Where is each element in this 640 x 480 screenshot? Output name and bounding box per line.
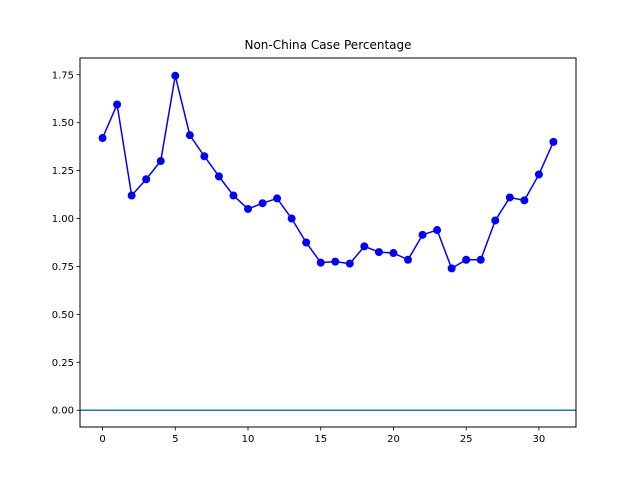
- x-tick-label: 5: [172, 434, 178, 445]
- x-tick-label: 10: [242, 434, 255, 445]
- data-point: [316, 258, 325, 267]
- plot-frame: [79, 57, 577, 428]
- y-tick-label: 1.25: [52, 166, 74, 177]
- data-point: [549, 137, 558, 146]
- y-tick-label: 0.25: [52, 358, 74, 369]
- data-point: [520, 196, 529, 205]
- data-point: [98, 134, 107, 143]
- data-point: [360, 242, 369, 251]
- y-tick-label: 0.50: [52, 310, 74, 321]
- y-tick-label: 0.75: [52, 262, 74, 273]
- data-point: [214, 172, 223, 181]
- data-point: [156, 157, 165, 166]
- axes-layer: 0 5 10 15 20 25 30 0.00 0.25 0.50 0.75 1.00 1.25 1.50…: [52, 70, 546, 445]
- data-point: [171, 71, 180, 80]
- series-layer: [98, 71, 558, 273]
- y-tick-label: 1.75: [52, 70, 74, 81]
- data-point: [244, 204, 252, 213]
- data-point: [404, 255, 412, 264]
- data-point: [273, 194, 282, 203]
- x-tick-label: 15: [314, 434, 327, 445]
- y-tick-label: 1.50: [52, 118, 74, 129]
- data-point: [287, 214, 296, 223]
- data-point: [142, 175, 151, 184]
- data-point: [418, 230, 427, 239]
- y-tick-label: 1.00: [52, 214, 74, 225]
- data-point: [113, 100, 122, 109]
- data-point: [345, 259, 354, 268]
- x-tick-label: 25: [460, 434, 473, 445]
- data-point: [476, 255, 485, 264]
- data-point: [447, 264, 456, 273]
- data-point: [374, 248, 383, 257]
- data-point: [534, 170, 543, 179]
- x-tick-label: 30: [533, 434, 546, 445]
- x-tick-label: 20: [387, 434, 400, 445]
- data-point: [302, 238, 311, 247]
- data-point: [491, 216, 500, 225]
- data-point: [433, 226, 442, 235]
- data-point: [200, 152, 209, 161]
- data-point: [389, 249, 398, 258]
- data-point: [127, 191, 136, 200]
- data-point: [185, 131, 194, 140]
- y-tick-label: 0.00: [52, 406, 74, 417]
- data-point: [505, 193, 514, 202]
- chart-title: Non-China Case Percentage: [244, 38, 411, 52]
- data-point: [331, 257, 340, 266]
- data-point: [258, 199, 267, 208]
- x-tick-label: 0: [99, 434, 105, 445]
- data-point: [462, 255, 471, 264]
- data-point: [229, 191, 238, 200]
